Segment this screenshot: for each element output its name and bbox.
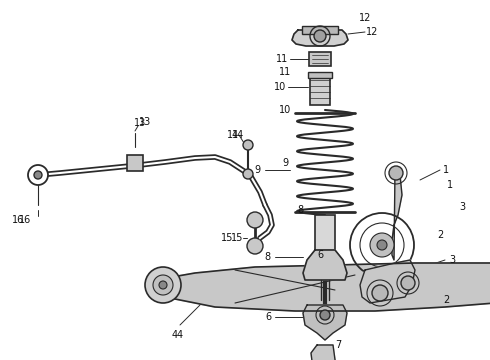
Circle shape (401, 276, 415, 290)
Text: 9: 9 (254, 165, 260, 175)
Text: 4: 4 (177, 330, 183, 340)
Text: 3: 3 (459, 202, 465, 212)
Text: 2: 2 (443, 295, 449, 305)
Polygon shape (311, 345, 339, 360)
Circle shape (153, 275, 173, 295)
Polygon shape (392, 170, 402, 260)
Text: 10: 10 (279, 105, 291, 115)
Text: 8: 8 (297, 205, 303, 215)
Text: 12: 12 (366, 27, 378, 37)
Text: 4: 4 (172, 330, 178, 340)
Circle shape (243, 169, 253, 179)
Text: 16: 16 (12, 215, 24, 225)
Circle shape (145, 267, 181, 303)
Circle shape (372, 285, 388, 301)
Text: 3: 3 (449, 255, 455, 265)
Text: 10: 10 (274, 82, 286, 92)
Polygon shape (303, 250, 347, 280)
Text: 1: 1 (447, 180, 453, 190)
Text: 9: 9 (282, 158, 288, 168)
Circle shape (247, 238, 263, 254)
Text: 13: 13 (134, 118, 146, 128)
Polygon shape (155, 263, 490, 311)
Polygon shape (303, 305, 347, 340)
Bar (127, 155, 143, 171)
Bar (315, 215, 335, 250)
Text: 16: 16 (19, 215, 31, 225)
Text: 12: 12 (359, 13, 371, 23)
Polygon shape (360, 260, 415, 303)
Text: 2: 2 (437, 230, 443, 240)
Circle shape (377, 240, 387, 250)
Circle shape (314, 30, 326, 42)
Circle shape (159, 281, 167, 289)
Polygon shape (292, 30, 348, 46)
Circle shape (243, 140, 253, 150)
Text: 1: 1 (443, 165, 449, 175)
Text: 11: 11 (276, 54, 288, 64)
Bar (310, 75, 330, 105)
Circle shape (28, 165, 48, 185)
Text: 14: 14 (232, 130, 244, 140)
Bar (309, 52, 331, 66)
Circle shape (34, 171, 42, 179)
Circle shape (370, 233, 394, 257)
Bar (302, 26, 338, 34)
Text: 6: 6 (317, 250, 323, 260)
Text: 13: 13 (139, 117, 151, 127)
Text: 15: 15 (221, 233, 233, 243)
Text: 8: 8 (264, 252, 270, 262)
Text: 6: 6 (265, 312, 271, 322)
Circle shape (320, 310, 330, 320)
Text: 14: 14 (227, 130, 239, 140)
Bar (308, 72, 332, 78)
Text: 7: 7 (335, 340, 341, 350)
Text: 15: 15 (231, 233, 243, 243)
Text: 11: 11 (279, 67, 291, 77)
Circle shape (247, 212, 263, 228)
Circle shape (389, 166, 403, 180)
